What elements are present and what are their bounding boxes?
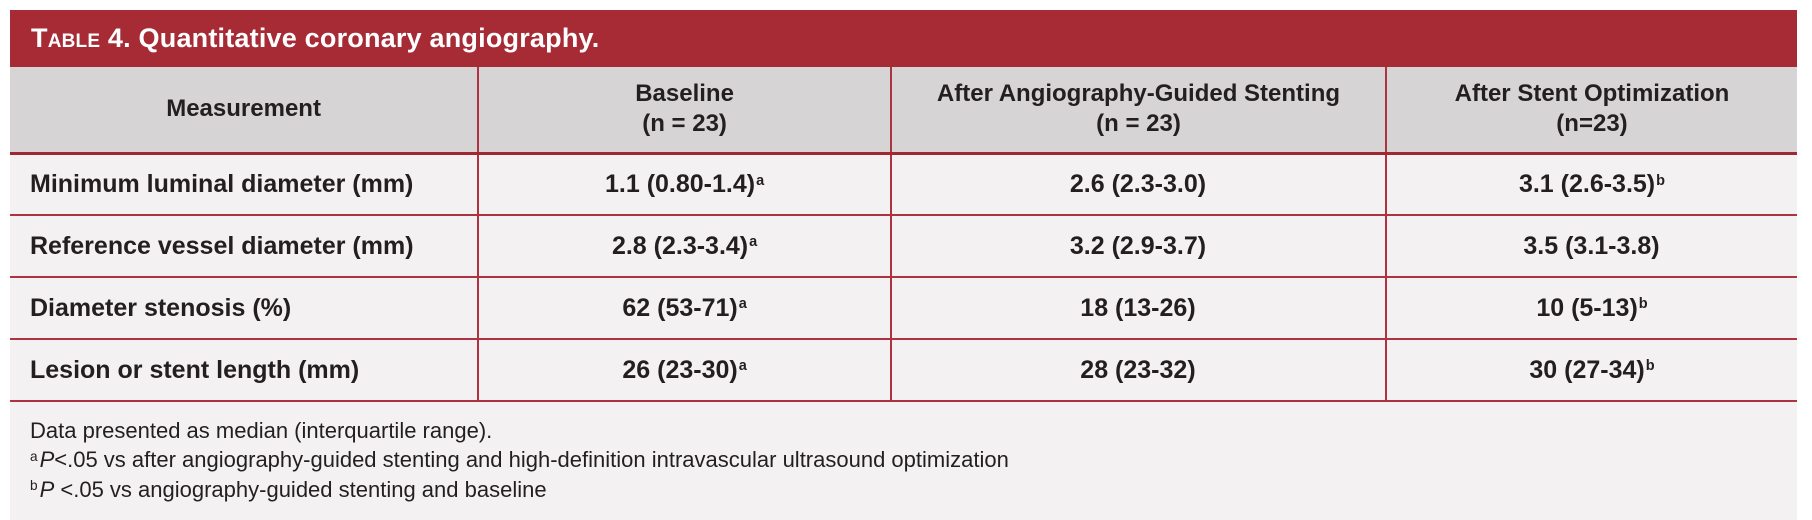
col-header-after-stent-opt: After Stent Optimization (n=23) [1385,67,1797,155]
value-cell: 3.1 (2.6-3.5)b [1385,153,1797,216]
value-cell: 18 (13-26) [890,277,1387,340]
table-4-card: Table 4. Quantitative coronary angiograp… [10,10,1797,520]
value-cell: 30 (27-34)b [1385,339,1797,402]
table-title: Table 4. Quantitative coronary angiograp… [31,23,599,54]
value-text: 3.2 (2.9-3.7) [1069,231,1207,260]
value-text: 26 (23-30) [622,355,738,384]
footnote-b: bP <.05 vs angiography-guided stenting a… [30,475,1777,504]
footnote-b-p: P [39,476,55,502]
col-header-measurement: Measurement [10,67,480,155]
value-text: 28 (23-32) [1080,355,1196,384]
value-superscript: a [738,296,747,313]
header-row: Measurement Baseline (n = 23) After Angi… [10,67,1797,155]
table-row: Diameter stenosis (%) 62 (53-71)a 18 (13… [10,277,1797,340]
value-superscript: a [756,172,765,189]
measurement-cell: Minimum luminal diameter (mm) [10,153,480,216]
footnote-a: aP<.05 vs after angiography-guided stent… [30,445,1777,474]
value-cell: 1.1 (0.80-1.4)a [478,153,892,216]
table-title-bar: Table 4. Quantitative coronary angiograp… [10,10,1797,67]
footnote-b-superscript: b [30,478,38,494]
col-header-label: Baseline [635,80,734,108]
table-row: Lesion or stent length (mm) 26 (23-30)a … [10,339,1797,402]
value-superscript: a [749,234,758,251]
value-text: 3.5 (3.1-3.8) [1523,231,1660,260]
col-header-n: (n = 23) [1096,110,1181,138]
value-cell: 2.6 (2.3-3.0) [890,153,1387,216]
value-cell: 62 (53-71)a [478,277,892,340]
col-header-n: (n=23) [1556,110,1628,138]
value-superscript: a [738,358,747,375]
measurement-cell: Lesion or stent length (mm) [10,339,480,402]
value-cell: 2.8 (2.3-3.4)a [478,215,892,278]
value-cell: 3.5 (3.1-3.8) [1385,215,1797,278]
table-title-label: Table 4. [31,23,131,53]
value-superscript: b [1638,296,1648,313]
footnote-a-p: P [39,447,55,473]
value-text: 10 (5-13) [1536,293,1638,322]
value-text: 1.1 (0.80-1.4) [605,169,756,198]
col-header-after-angio: After Angiography-Guided Stenting (n = 2… [890,67,1387,155]
value-text: 2.6 (2.3-3.0) [1069,169,1207,198]
table-row: Minimum luminal diameter (mm) 1.1 (0.80-… [10,153,1797,216]
value-superscript: b [1645,358,1655,375]
value-text: 3.1 (2.6-3.5) [1518,169,1656,198]
footnote-a-text: <.05 vs after angiography-guided stentin… [54,447,1009,473]
col-header-baseline: Baseline (n = 23) [478,67,892,155]
value-superscript: b [1656,172,1665,189]
footnotes: Data presented as median (interquartile … [10,402,1797,520]
measurement-cell: Reference vessel diameter (mm) [10,215,480,278]
footnote-data-note: Data presented as median (interquartile … [30,418,493,443]
value-cell: 28 (23-32) [890,339,1387,402]
col-header-label: After Stent Optimization [1454,80,1730,108]
col-header-label: Measurement [166,95,321,123]
measurement-cell: Diameter stenosis (%) [10,277,480,340]
table-row: Reference vessel diameter (mm) 2.8 (2.3-… [10,215,1797,278]
col-header-label: After Angiography-Guided Stenting [936,80,1341,108]
value-text: 62 (53-71) [622,293,738,322]
value-cell: 10 (5-13)b [1385,277,1797,340]
value-cell: 3.2 (2.9-3.7) [890,215,1387,278]
table-title-text: Quantitative coronary angiography. [130,23,600,53]
footnote-a-superscript: a [30,449,38,465]
qca-table: Measurement Baseline (n = 23) After Angi… [10,67,1797,402]
value-text: 18 (13-26) [1080,293,1196,322]
value-text: 2.8 (2.3-3.4) [611,231,749,260]
value-cell: 26 (23-30)a [478,339,892,402]
footnote-b-text: <.05 vs angiography-guided stenting and … [54,476,547,502]
value-text: 30 (27-34) [1529,355,1645,384]
col-header-n: (n = 23) [642,110,727,138]
